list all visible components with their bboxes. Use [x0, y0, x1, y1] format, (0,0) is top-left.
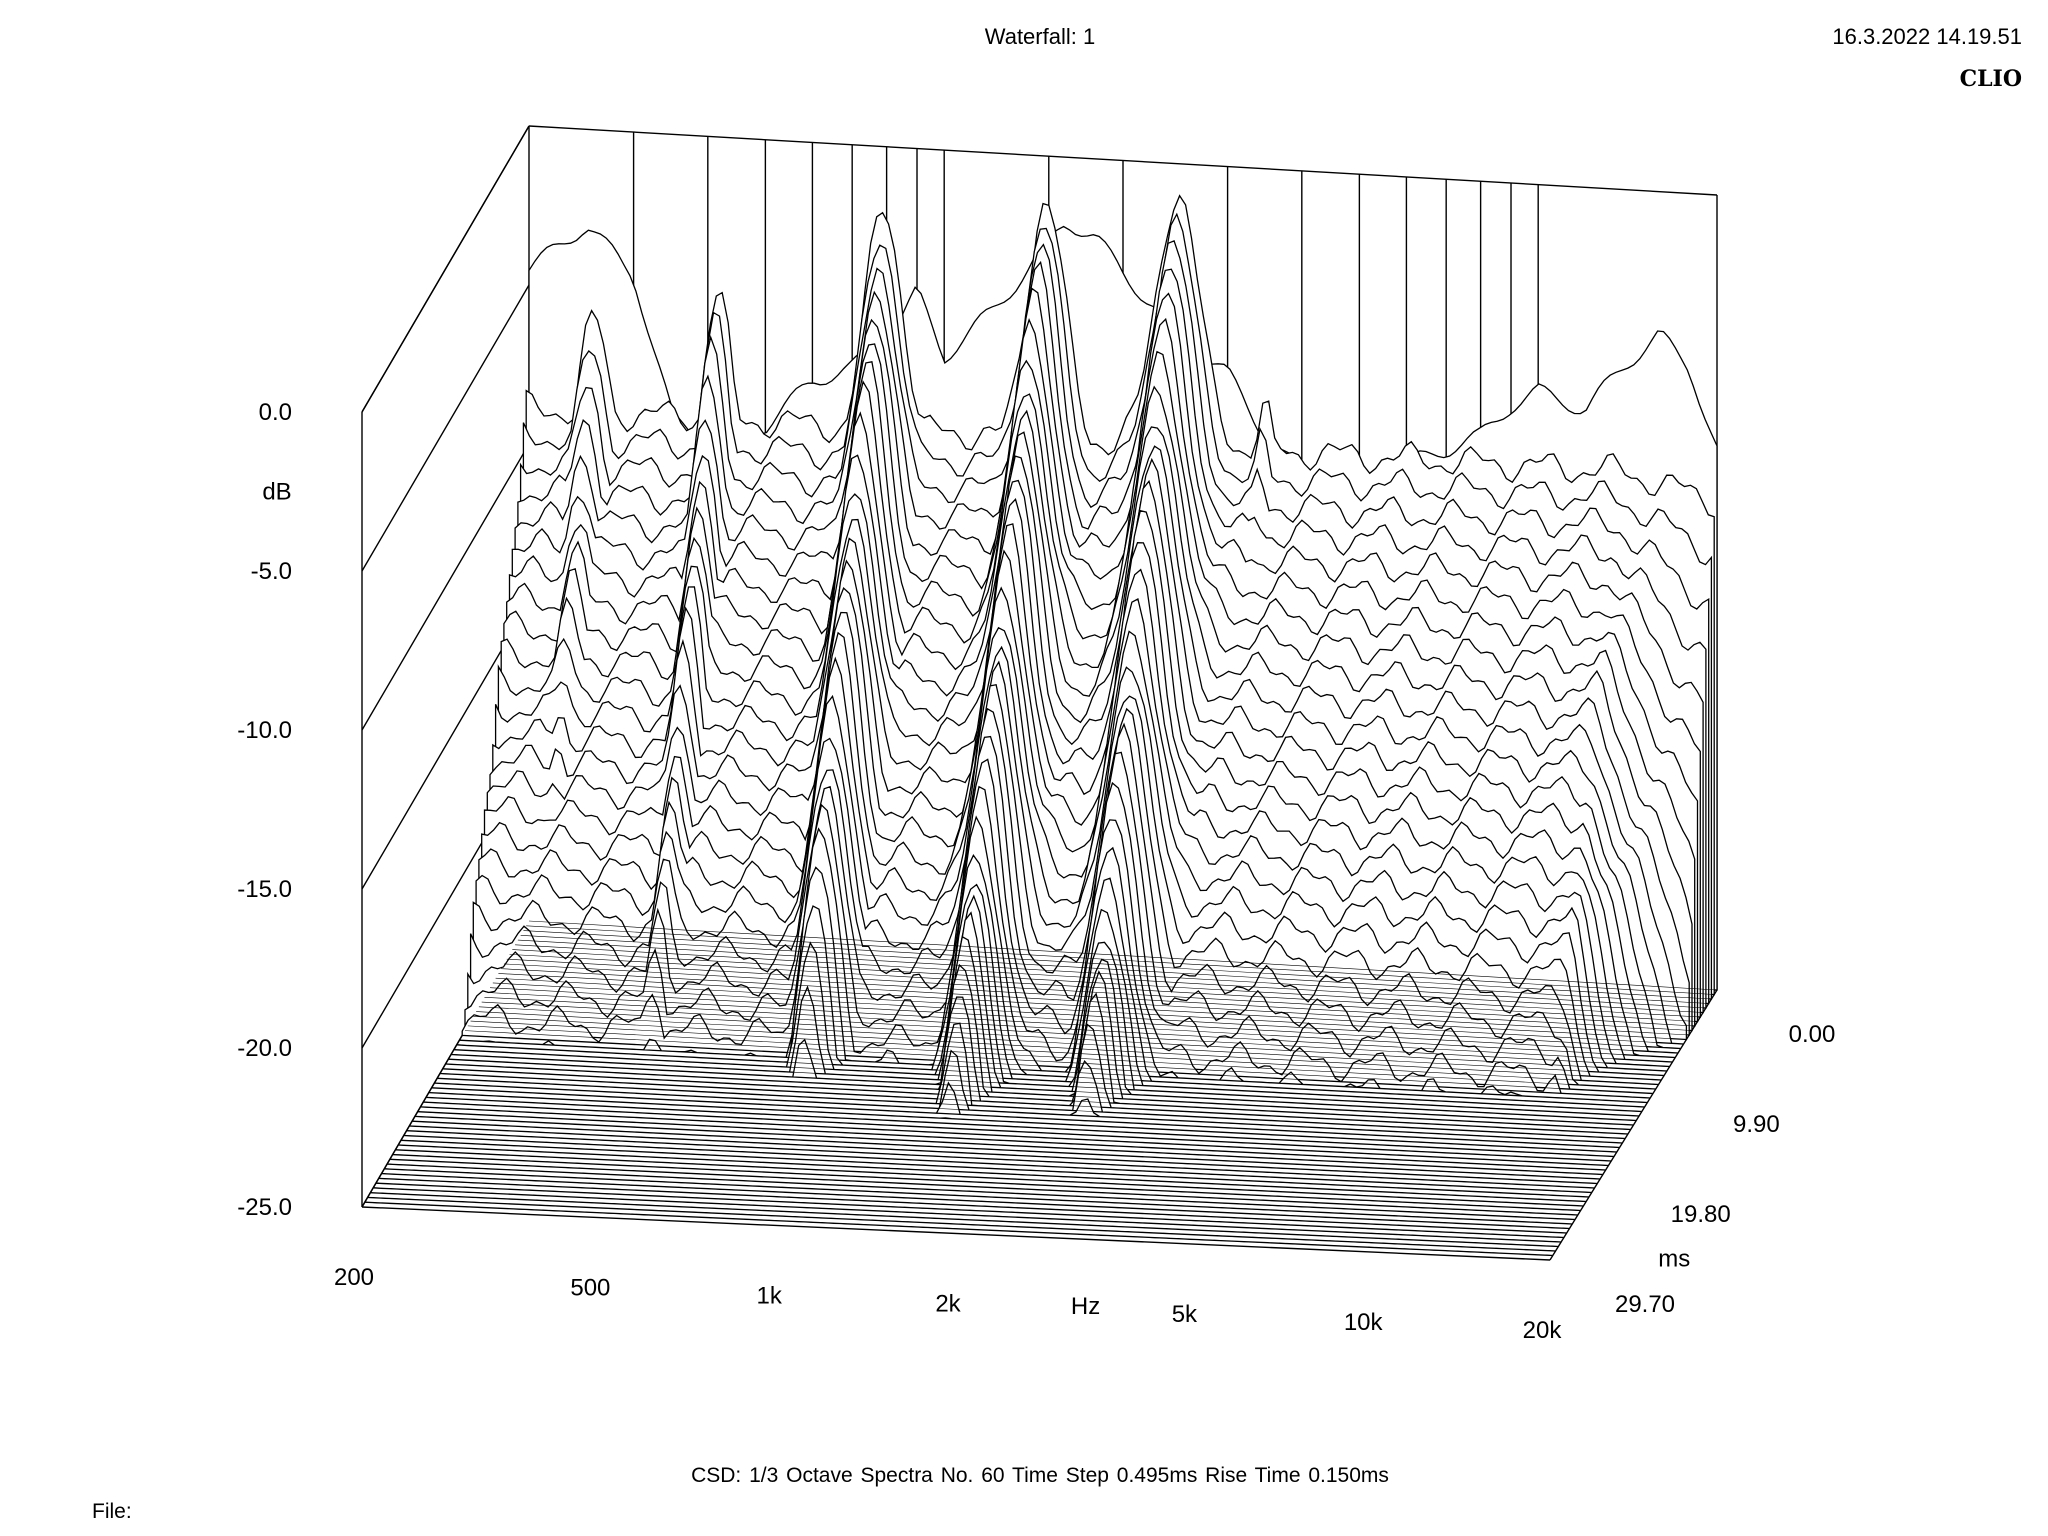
db-gridline — [361, 443, 530, 731]
db-tick-label: 0.0 — [259, 399, 292, 426]
floor-gridline — [387, 1163, 1576, 1220]
floor-gridline — [526, 925, 1715, 995]
floor-gridline — [420, 1106, 1609, 1166]
floor-gridline — [375, 1182, 1564, 1238]
freq-tick-label: 500 — [570, 1275, 610, 1302]
timestamp: 16.3.2022 14.19.51 — [1832, 24, 2022, 49]
freq-tick-label: 20k — [1523, 1317, 1563, 1344]
floor-gridline — [431, 1087, 1620, 1148]
floor-gridline — [395, 1149, 1584, 1207]
floor-gridline — [409, 1125, 1598, 1184]
floor-gridline — [417, 1111, 1606, 1171]
floor-gridline — [501, 968, 1690, 1036]
floor-gridline — [439, 1073, 1628, 1135]
freq-tick-label: 2k — [935, 1291, 961, 1318]
floor-gridline — [381, 1173, 1570, 1229]
floor-gridline — [384, 1168, 1573, 1225]
db-axis-label: dB — [262, 479, 291, 506]
floor-gridline — [373, 1187, 1562, 1243]
floor-gridline — [412, 1120, 1601, 1180]
floor-gridline — [392, 1154, 1581, 1211]
db-tick-label: -10.0 — [237, 717, 292, 744]
floor-gridline — [528, 920, 1718, 991]
decay-spectrum-24 — [461, 785, 1651, 1099]
floor-gridline — [434, 1082, 1623, 1144]
floor-gridline — [442, 1068, 1631, 1130]
floor-gridline — [462, 1035, 1651, 1099]
brand-logo: CLIO — [1959, 66, 2022, 92]
front-bottom-edge — [361, 1206, 1551, 1261]
floor-gridline — [398, 1144, 1587, 1202]
floor-gridline — [478, 1006, 1667, 1072]
floor-gridline — [389, 1159, 1578, 1216]
floor-gridline — [423, 1101, 1612, 1162]
freq-tick-label: 5k — [1172, 1301, 1198, 1328]
floor-gridline — [492, 982, 1681, 1049]
freq-tick-label: 1k — [757, 1283, 783, 1310]
floor-gridline — [523, 930, 1712, 1000]
floor-gridline — [364, 1201, 1553, 1256]
db-tick-label: -15.0 — [237, 876, 292, 903]
db-gridline — [361, 284, 530, 572]
freq-tick-label: 200 — [334, 1264, 374, 1291]
time-tick-label: 9.90 — [1733, 1111, 1780, 1138]
floor-gridline — [400, 1139, 1589, 1198]
measurement-settings: CSD: 1/3 Octave Spectra No. 60 Time Step… — [691, 1464, 1389, 1487]
floor-gridline — [453, 1049, 1642, 1112]
floor-gridline — [490, 987, 1679, 1054]
floor-gridline — [459, 1039, 1648, 1103]
floor-gridline — [509, 954, 1698, 1022]
floor-gridline — [367, 1197, 1556, 1252]
freq-axis-label: Hz — [1071, 1293, 1100, 1320]
axis-labels: 0.0 -5.0 -10.0 -15.0 -20.0 -25.0 dB 200 500 1k 2k 5… — [237, 399, 1835, 1344]
time-axis-label: ms — [1658, 1246, 1690, 1273]
floor-gridline — [451, 1054, 1640, 1117]
floor-gridline — [515, 944, 1704, 1013]
floor-gridline — [470, 1020, 1659, 1085]
floor-gridline — [370, 1192, 1559, 1247]
floor-gridline — [378, 1178, 1567, 1234]
freq-tick-label: 10k — [1344, 1309, 1384, 1336]
floor-gridline — [464, 1030, 1653, 1094]
floor-gridline — [456, 1044, 1645, 1108]
floor-gridline — [406, 1130, 1595, 1189]
floor-gridline — [428, 1092, 1617, 1153]
time-tick-label: 29.70 — [1615, 1291, 1675, 1318]
file-label: File: — [92, 1500, 132, 1523]
chart-title: Waterfall: 1 — [984, 24, 1096, 49]
floor-gridline — [520, 935, 1709, 1004]
db-tick-label: -25.0 — [237, 1194, 292, 1221]
floor-gridline — [484, 996, 1673, 1063]
floor-gridline — [448, 1058, 1637, 1121]
floor-gridline — [512, 949, 1701, 1018]
floor-gridline — [481, 1001, 1670, 1067]
floor-gridline — [473, 1016, 1662, 1081]
floor-gridline — [498, 973, 1687, 1040]
floor-gridline — [467, 1025, 1656, 1090]
db-tick-label: -20.0 — [237, 1035, 292, 1062]
floor-gridline — [503, 963, 1692, 1031]
floor-gridline — [487, 992, 1676, 1058]
floor-gridline — [403, 1135, 1592, 1193]
floor-gridline — [517, 939, 1706, 1009]
decay-curves — [364, 194, 1718, 1257]
floor-gridline — [445, 1063, 1634, 1126]
floor-gridline — [476, 1011, 1665, 1076]
time-tick-label: 0.00 — [1789, 1021, 1836, 1048]
db-tick-label: -5.0 — [251, 558, 292, 585]
floor-gridline — [414, 1116, 1603, 1175]
floor-gridline — [426, 1097, 1615, 1157]
db-gridline — [361, 125, 530, 413]
floor-gridline — [506, 958, 1695, 1027]
floor-gridline — [437, 1078, 1626, 1139]
time-tick-label: 19.80 — [1671, 1201, 1731, 1228]
floor-gridline — [495, 977, 1684, 1045]
